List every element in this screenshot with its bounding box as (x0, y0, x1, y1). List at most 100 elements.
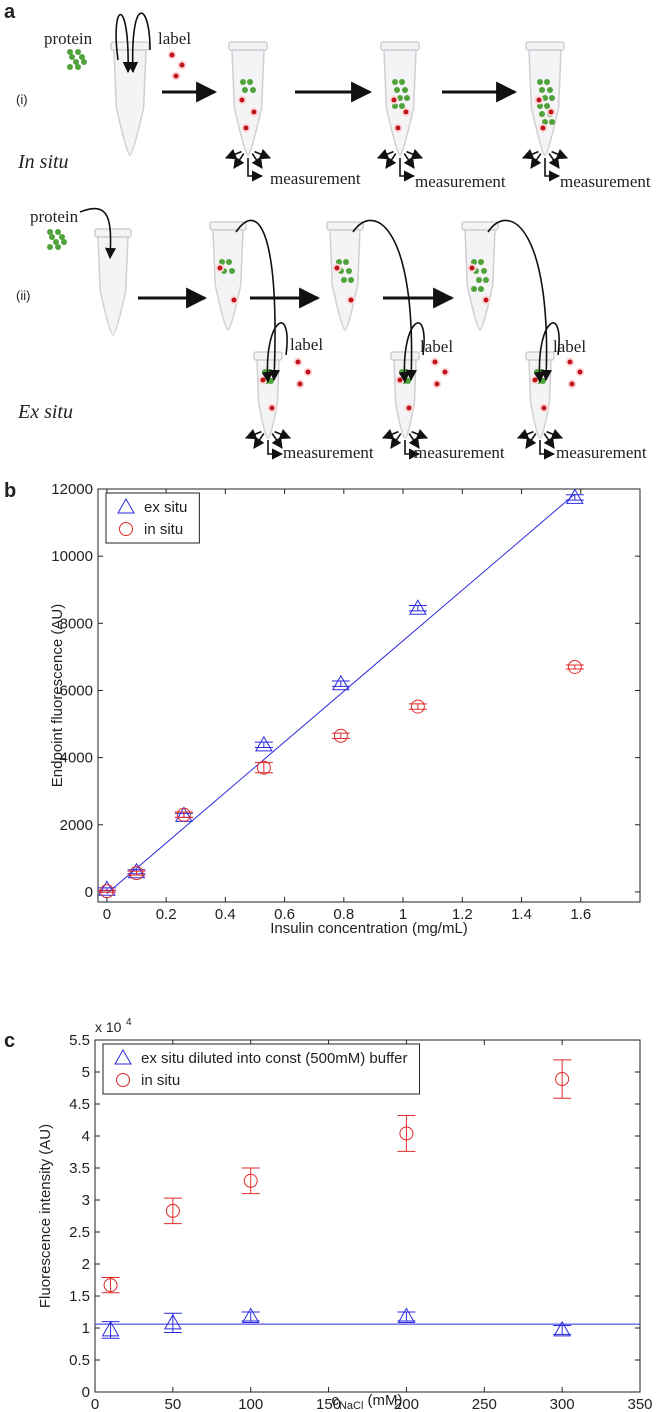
label-molecule-core (536, 97, 542, 103)
error-bar (553, 1324, 572, 1335)
label-molecule-core (403, 109, 409, 115)
particle (404, 95, 410, 101)
x-tick-label: 1.4 (511, 906, 532, 923)
label-molecule-core (395, 125, 401, 131)
arrow (261, 322, 288, 384)
particle (542, 119, 548, 125)
panel-label: b (4, 480, 16, 502)
plot-area (94, 1039, 641, 1393)
x-tick-label: 1 (399, 906, 407, 923)
arrow (406, 148, 424, 160)
arrow (403, 153, 415, 169)
marker (129, 866, 144, 881)
label-molecule-core (540, 125, 546, 131)
label-molecule-core (541, 405, 547, 411)
label-molecule-core (567, 359, 573, 365)
arrow (376, 148, 394, 160)
arrow (271, 433, 283, 449)
tube-cap (380, 41, 420, 51)
row-label: (ii) (16, 288, 30, 303)
label-molecule-core (348, 297, 354, 303)
row-name: In situ (17, 151, 69, 173)
label-molecule-core (397, 377, 403, 383)
x-axis-label: Insulin concentration (mg/mL) (270, 920, 468, 937)
measurement-text: measurement (283, 443, 374, 462)
y-tick-label: 4 (82, 1128, 90, 1145)
particle (549, 95, 555, 101)
arrow (79, 207, 117, 260)
x-tick-label: 0.8 (333, 906, 354, 923)
y-tick-label: 0 (82, 1384, 90, 1401)
particle (542, 95, 548, 101)
y-tick-label: 6000 (60, 682, 93, 699)
marker (103, 1278, 118, 1293)
protein-text: protein (30, 207, 79, 226)
x-tick-label: 100 (238, 1396, 263, 1412)
x-tick-label: 0.6 (274, 906, 295, 923)
y-tick-label: 3 (82, 1192, 90, 1209)
error-bar (397, 1311, 416, 1322)
marker (254, 735, 273, 752)
arrow (115, 13, 134, 74)
label-text: label (420, 337, 453, 356)
x-tick-label: 0.2 (156, 906, 177, 923)
y-tick-label: 2 (82, 1256, 90, 1273)
y-tick-label: 2.5 (69, 1224, 90, 1241)
label-molecule-core (179, 62, 185, 68)
arrow (233, 153, 245, 169)
particle (61, 239, 67, 245)
error-bar (163, 1197, 182, 1225)
particle (226, 259, 232, 265)
arrow (404, 440, 421, 460)
particle (67, 49, 73, 55)
marker (256, 760, 271, 775)
legend-marker (114, 1048, 132, 1065)
tube-cap (228, 41, 268, 51)
marker (410, 699, 425, 714)
tube-cap (525, 41, 565, 51)
error-bar (241, 1311, 260, 1322)
arrow (247, 158, 264, 182)
diagram (47, 12, 585, 460)
plot-area (97, 488, 641, 903)
y-tick-label: 10000 (51, 548, 93, 565)
legend (105, 492, 200, 544)
legend-label: ex situ diluted into const (500mM) buffe… (141, 1050, 408, 1067)
row-label: (i) (16, 92, 28, 107)
y-tick-label: 4000 (60, 750, 93, 767)
label-molecule-core (548, 109, 554, 115)
arrow (224, 148, 242, 160)
particle (471, 286, 477, 292)
legend-marker (119, 522, 133, 536)
label-molecule-core (432, 359, 438, 365)
y-tick-label: 2000 (60, 817, 93, 834)
label-molecule-core (391, 97, 397, 103)
particle (47, 244, 53, 250)
arrow (253, 433, 265, 449)
marker (101, 1320, 120, 1337)
error-bar (163, 1312, 182, 1333)
marker (163, 1313, 182, 1330)
error-bar (254, 741, 273, 749)
particle (75, 64, 81, 70)
error-bar (241, 1167, 260, 1195)
particle (394, 87, 400, 93)
particle (397, 95, 403, 101)
x-tick-label: 1.6 (570, 906, 591, 923)
error-bar (254, 762, 273, 774)
tube (97, 236, 129, 336)
particle (392, 79, 398, 85)
arrow (385, 153, 397, 169)
label-molecule-core (577, 369, 583, 375)
measurement-text: measurement (556, 443, 647, 462)
particle (341, 277, 347, 283)
label-molecule-core (532, 377, 538, 383)
particle (399, 103, 405, 109)
arrow (244, 428, 262, 440)
particle (483, 277, 489, 283)
arrow (127, 12, 151, 74)
protein-text: protein (44, 29, 93, 48)
particle (537, 103, 543, 109)
panel-label: a (4, 1, 16, 23)
